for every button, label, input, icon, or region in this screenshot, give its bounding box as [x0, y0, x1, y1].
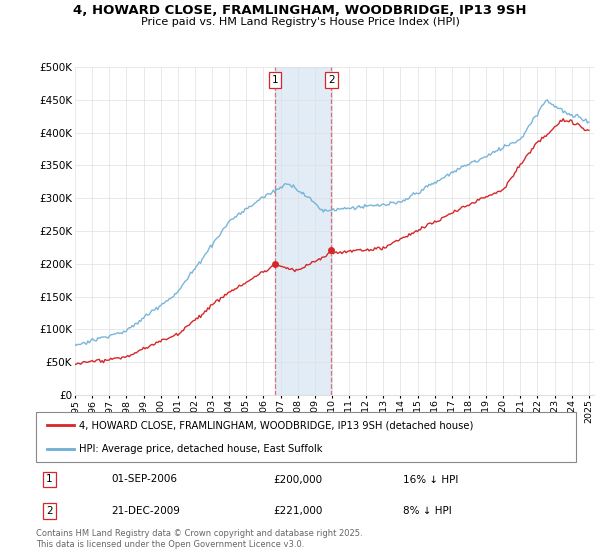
- Text: 2: 2: [328, 76, 335, 85]
- Text: 01-SEP-2006: 01-SEP-2006: [112, 474, 178, 484]
- Text: 4, HOWARD CLOSE, FRAMLINGHAM, WOODBRIDGE, IP13 9SH (detached house): 4, HOWARD CLOSE, FRAMLINGHAM, WOODBRIDGE…: [79, 420, 473, 430]
- Bar: [275, 67, 331, 395]
- Text: HPI: Average price, detached house, East Suffolk: HPI: Average price, detached house, East…: [79, 445, 323, 454]
- FancyBboxPatch shape: [36, 412, 576, 462]
- Text: £200,000: £200,000: [274, 474, 323, 484]
- Text: 1: 1: [46, 474, 53, 484]
- Text: Price paid vs. HM Land Registry's House Price Index (HPI): Price paid vs. HM Land Registry's House …: [140, 17, 460, 27]
- Text: Contains HM Land Registry data © Crown copyright and database right 2025.
This d: Contains HM Land Registry data © Crown c…: [36, 529, 362, 549]
- Text: 4, HOWARD CLOSE, FRAMLINGHAM, WOODBRIDGE, IP13 9SH: 4, HOWARD CLOSE, FRAMLINGHAM, WOODBRIDGE…: [73, 4, 527, 17]
- Text: 2: 2: [46, 506, 53, 516]
- Text: 21-DEC-2009: 21-DEC-2009: [112, 506, 181, 516]
- Text: 1: 1: [272, 76, 278, 85]
- Text: £221,000: £221,000: [274, 506, 323, 516]
- Text: 8% ↓ HPI: 8% ↓ HPI: [403, 506, 452, 516]
- Text: 16% ↓ HPI: 16% ↓ HPI: [403, 474, 458, 484]
